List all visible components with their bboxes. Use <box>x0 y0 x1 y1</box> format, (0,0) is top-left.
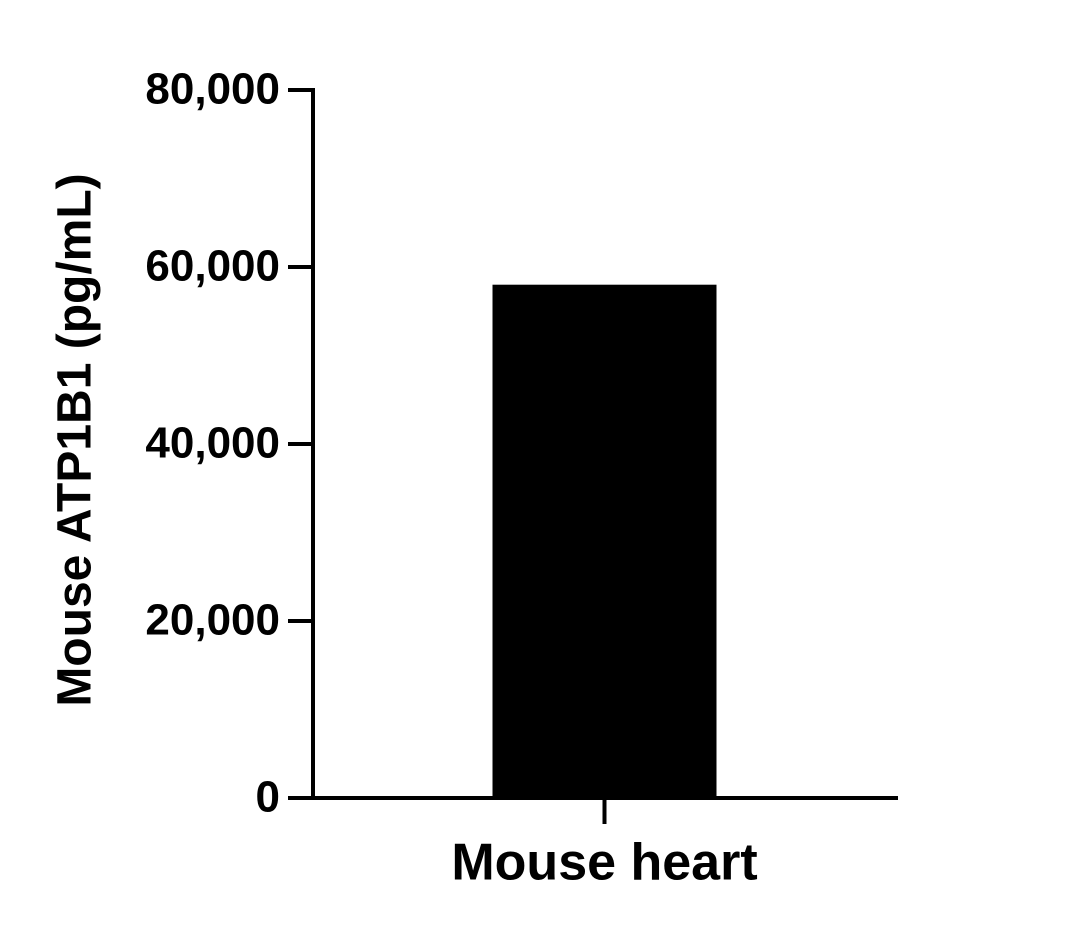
y-tick-label: 60,000 <box>145 242 280 291</box>
y-tick-label: 0 <box>256 773 280 822</box>
y-tick-label: 40,000 <box>145 419 280 468</box>
y-axis-label: Mouse ATP1B1 (pg/mL) <box>49 173 102 706</box>
x-tick-label: Mouse heart <box>451 834 757 892</box>
y-tick-label: 20,000 <box>145 596 280 645</box>
bar <box>492 284 717 798</box>
y-tick-label: 80,000 <box>145 65 280 114</box>
